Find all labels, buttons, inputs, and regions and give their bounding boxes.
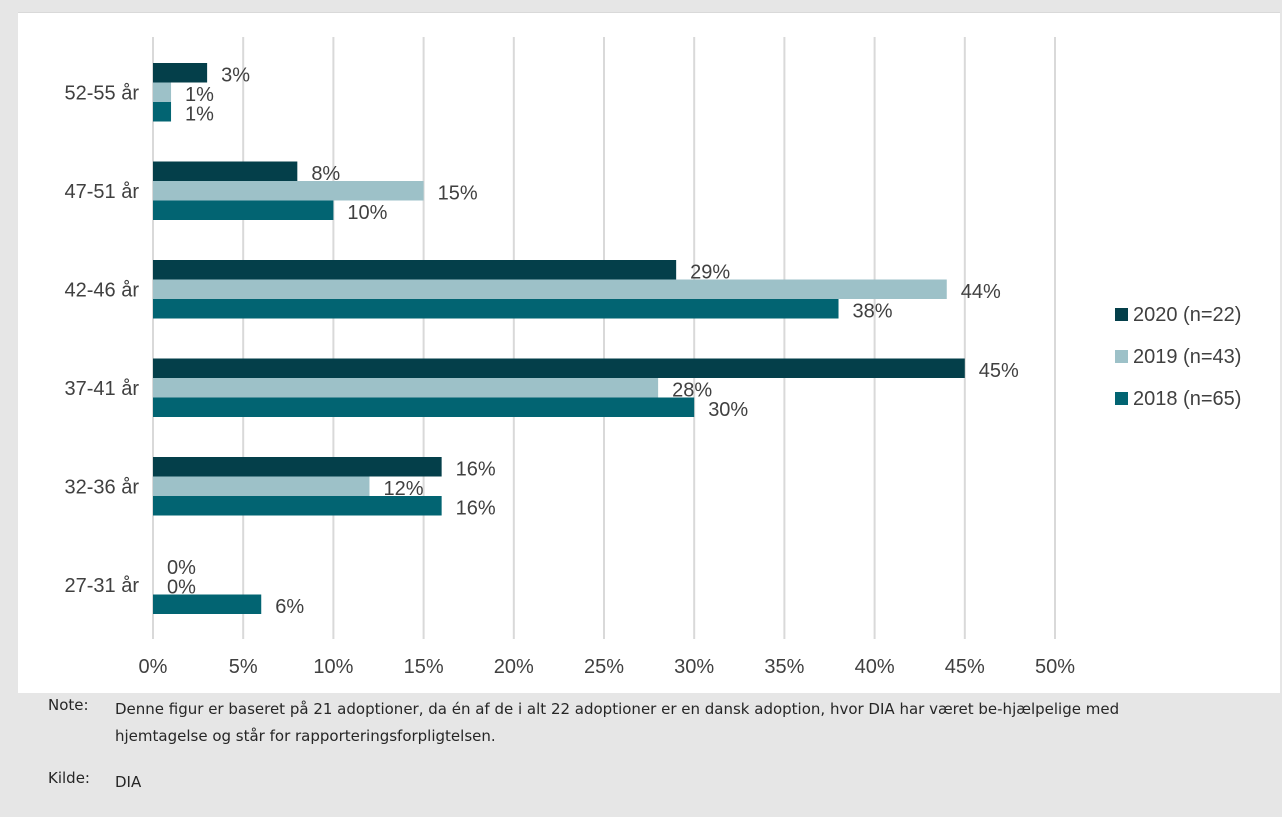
data-label: 1% — [185, 104, 214, 126]
bar-2019 — [153, 279, 947, 299]
note-row: Note: Denne figur er baseret på 21 adopt… — [48, 696, 1215, 750]
x-tick-label: 45% — [945, 656, 985, 678]
x-tick-label: 35% — [764, 656, 804, 678]
chart-panel: 0% 5% 10% 15% 20% 25% 30% 35% 40% 45% 50% 52-55 år 4… — [18, 12, 1280, 693]
bar-2019 — [153, 378, 659, 398]
notes-section: Note: Denne figur er baseret på 21 adopt… — [0, 692, 1282, 817]
x-tick-label: 50% — [1035, 656, 1075, 678]
bar-2020 — [153, 161, 298, 181]
bar-2020 — [153, 63, 208, 83]
data-label: 16% — [456, 498, 496, 520]
data-label: 45% — [979, 360, 1019, 382]
source-label: Kilde: — [48, 769, 90, 787]
data-label: 1% — [185, 84, 214, 106]
x-tick-label: 25% — [584, 656, 624, 678]
bar-2018 — [153, 594, 262, 614]
x-tick-label: 20% — [494, 656, 534, 678]
bar-2018 — [153, 299, 839, 319]
x-tick-label: 10% — [313, 656, 353, 678]
bar-2019 — [153, 82, 172, 102]
data-label: 44% — [961, 281, 1001, 303]
x-tick-label: 0% — [139, 656, 168, 678]
category-label: 52-55 år — [65, 82, 140, 104]
x-tick-label: 15% — [404, 656, 444, 678]
bar-2018 — [153, 102, 172, 122]
note-label: Note: — [48, 696, 89, 714]
category-label: 27-31 år — [65, 575, 140, 597]
legend-swatch — [1115, 350, 1128, 363]
bar-2020 — [153, 260, 677, 280]
data-label: 6% — [275, 596, 304, 618]
category-label: 32-36 år — [65, 476, 140, 498]
bar-2020 — [153, 358, 965, 378]
bar-chart: 0% 5% 10% 15% 20% 25% 30% 35% 40% 45% 50% 52-55 år 4… — [65, 37, 1241, 678]
data-label: 0% — [167, 577, 196, 599]
data-label: 0% — [167, 557, 196, 579]
x-tick-label: 30% — [674, 656, 714, 678]
category-label: 47-51 år — [65, 181, 140, 203]
bar-2019 — [153, 181, 424, 201]
bar-2018 — [153, 496, 442, 516]
bar-2018 — [153, 200, 334, 220]
data-label: 38% — [853, 301, 893, 323]
data-label: 8% — [311, 163, 340, 185]
legend-swatch — [1115, 308, 1128, 321]
bar-2018 — [153, 397, 695, 417]
data-label: 10% — [347, 202, 387, 224]
data-label: 3% — [221, 65, 250, 87]
legend-label: 2019 (n=43) — [1133, 346, 1241, 368]
data-label: 16% — [456, 459, 496, 481]
note-text: Denne figur er baseret på 21 adoptioner,… — [115, 700, 1120, 745]
source-text: DIA — [115, 773, 142, 791]
source-row: Kilde: DIA — [48, 769, 1215, 796]
legend-label: 2020 (n=22) — [1133, 304, 1241, 326]
bar-2020 — [153, 457, 442, 477]
data-label: 29% — [690, 262, 730, 284]
bar-2019 — [153, 476, 370, 496]
data-label: 30% — [708, 399, 748, 421]
category-label: 37-41 år — [65, 378, 140, 400]
data-label: 12% — [383, 478, 423, 500]
data-label: 15% — [438, 183, 478, 205]
x-tick-label: 40% — [855, 656, 895, 678]
legend-label: 2018 (n=65) — [1133, 388, 1241, 410]
x-tick-label: 5% — [229, 656, 258, 678]
data-label: 28% — [672, 380, 712, 402]
legend-swatch — [1115, 392, 1128, 405]
category-label: 42-46 år — [65, 279, 140, 301]
